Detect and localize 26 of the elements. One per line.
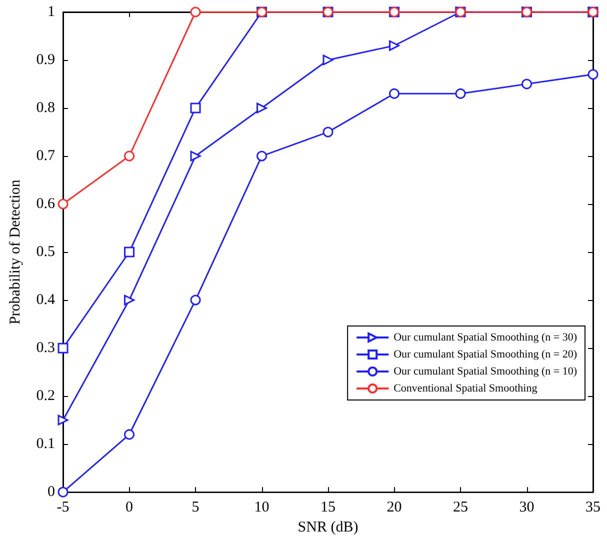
x-tick-label: 0 <box>126 500 133 516</box>
legend-label: Our cumulant Spatial Smoothing (n = 20) <box>394 348 578 360</box>
x-tick-label: 30 <box>519 500 534 516</box>
x-tick-label: 15 <box>320 500 336 516</box>
y-tick-label: 0.8 <box>36 100 55 116</box>
x-axis-title: SNR (dB) <box>298 520 358 536</box>
legend-label: Our cumulant Spatial Smoothing (n = 10) <box>394 366 578 378</box>
x-tick-label: 25 <box>453 500 468 516</box>
y-tick-label: 0.9 <box>36 52 55 68</box>
y-tick-label: 0.1 <box>36 436 55 452</box>
y-tick-label: 0.2 <box>36 388 55 404</box>
y-tick-label: 0.6 <box>36 196 56 212</box>
legend-label: Conventional Spatial Smoothing <box>394 382 538 394</box>
y-axis-title: Probability of Detection <box>8 179 24 325</box>
y-tick-label: 0.7 <box>36 148 56 164</box>
y-tick-label: 0 <box>48 484 55 500</box>
y-tick-label: 0.4 <box>36 292 56 308</box>
x-tick-label: 10 <box>254 500 270 516</box>
x-tick-label: 5 <box>192 500 200 516</box>
y-tick-label: 0.3 <box>36 340 55 356</box>
x-tick-label: 20 <box>386 500 402 516</box>
y-tick-label: 0.5 <box>36 244 55 260</box>
legend-label: Our cumulant Spatial Smoothing (n = 30) <box>394 332 578 344</box>
x-tick-label: 35 <box>586 500 600 516</box>
y-tick-label: 1 <box>48 4 55 20</box>
x-tick-label: -5 <box>56 500 70 516</box>
